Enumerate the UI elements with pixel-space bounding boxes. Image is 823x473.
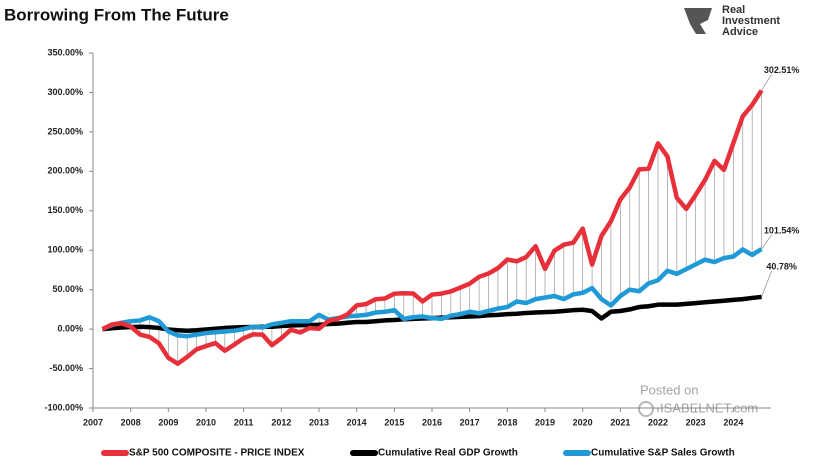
logo-text: Real bbox=[722, 4, 745, 16]
x-tick-label: 2019 bbox=[535, 417, 555, 427]
logo-icon bbox=[684, 8, 712, 34]
value-label: 302.51% bbox=[764, 65, 800, 75]
y-tick-label: 350.00% bbox=[47, 47, 83, 57]
legend-label: Cumulative S&P Sales Growth bbox=[591, 448, 735, 459]
label-leader bbox=[761, 234, 772, 250]
x-tick-label: 2022 bbox=[648, 417, 668, 427]
x-tick-label: 2018 bbox=[497, 417, 517, 427]
x-tick-label: 2017 bbox=[460, 417, 480, 427]
x-tick-label: 2015 bbox=[384, 417, 404, 427]
y-tick-label: -50.00% bbox=[49, 363, 83, 373]
x-tick-label: 2009 bbox=[158, 417, 178, 427]
watermark-icon bbox=[638, 401, 654, 417]
label-leader bbox=[761, 270, 772, 298]
x-tick-label: 2016 bbox=[422, 417, 442, 427]
y-tick-label: 250.00% bbox=[47, 126, 83, 136]
y-tick-label: 100.00% bbox=[47, 245, 83, 255]
y-tick-label: -100.00% bbox=[44, 402, 83, 412]
legend-label: Cumulative Real GDP Growth bbox=[378, 448, 518, 459]
logo: Real Investment Advice bbox=[684, 4, 780, 38]
value-label: 101.54% bbox=[764, 225, 800, 235]
series-line bbox=[101, 89, 764, 366]
logo-text: Advice bbox=[722, 26, 758, 38]
x-tick-label: 2008 bbox=[121, 417, 141, 427]
label-leader bbox=[761, 74, 772, 91]
y-tick-label: 0.00% bbox=[57, 323, 83, 333]
x-tick-label: 2023 bbox=[686, 417, 706, 427]
x-tick-label: 2021 bbox=[610, 417, 630, 427]
x-tick-label: 2010 bbox=[196, 417, 216, 427]
x-tick-label: 2024 bbox=[723, 417, 743, 427]
y-tick-label: 150.00% bbox=[47, 205, 83, 215]
x-tick-label: 2014 bbox=[347, 417, 367, 427]
legend-label: S&P 500 COMPOSITE - PRICE INDEX bbox=[129, 448, 305, 459]
series-line bbox=[101, 247, 763, 339]
x-tick-label: 2007 bbox=[83, 417, 103, 427]
chart-title: Borrowing From The Future bbox=[4, 5, 229, 24]
y-tick-label: 300.00% bbox=[47, 87, 83, 97]
logo-text: Investment bbox=[722, 15, 780, 27]
x-tick-label: 2020 bbox=[573, 417, 593, 427]
x-tick-label: 2013 bbox=[309, 417, 329, 427]
y-tick-label: 50.00% bbox=[52, 284, 83, 294]
y-tick-label: 200.00% bbox=[47, 166, 83, 176]
value-label: 40.78% bbox=[766, 261, 797, 271]
watermark-text: Posted on bbox=[640, 382, 699, 397]
x-tick-label: 2012 bbox=[271, 417, 291, 427]
x-tick-label: 2011 bbox=[234, 417, 254, 427]
